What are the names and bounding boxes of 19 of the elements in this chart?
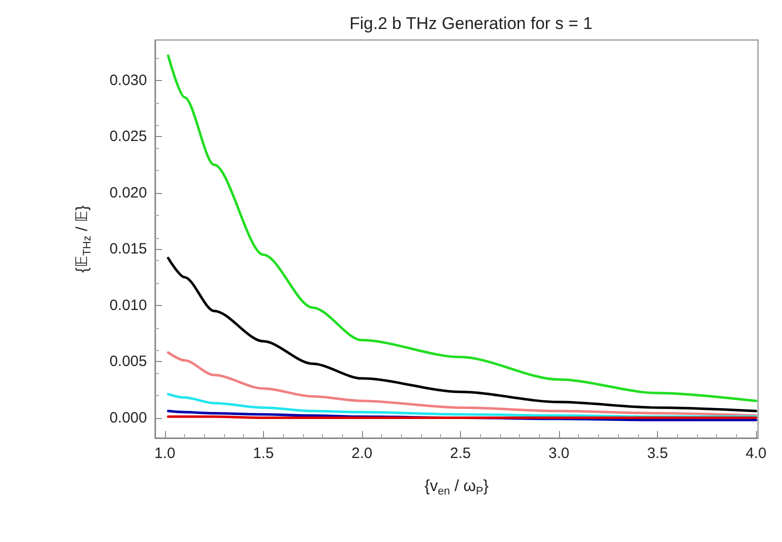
y-tick-label: 0.000 [109, 409, 147, 426]
line-series [166, 351, 758, 417]
line-series [166, 54, 758, 402]
y-tick-label: 0.005 [109, 353, 147, 370]
y-tick-label: 0.010 [109, 296, 147, 314]
y-tick-label: 0.030 [109, 72, 147, 89]
x-tick-label: 2.0 [351, 445, 372, 462]
x-tick-label: 1.0 [154, 445, 176, 462]
y-tick-label: 0.015 [109, 240, 147, 258]
x-tick-label: 1.5 [252, 445, 274, 462]
y-tick-label: 0.025 [109, 128, 147, 146]
y-axis-title: {𝔼THz / 𝔼} [74, 204, 94, 273]
x-tick-label: 3.5 [647, 445, 668, 462]
chart-title: Fig.2 b THz Generation for s = 1 [350, 14, 592, 33]
y-tick-label: 0.020 [109, 184, 147, 202]
x-tick-label: 3.0 [548, 445, 570, 462]
x-tick-label: 4.0 [746, 445, 766, 462]
line-series [166, 256, 758, 412]
x-tick-label: 2.5 [450, 445, 471, 462]
